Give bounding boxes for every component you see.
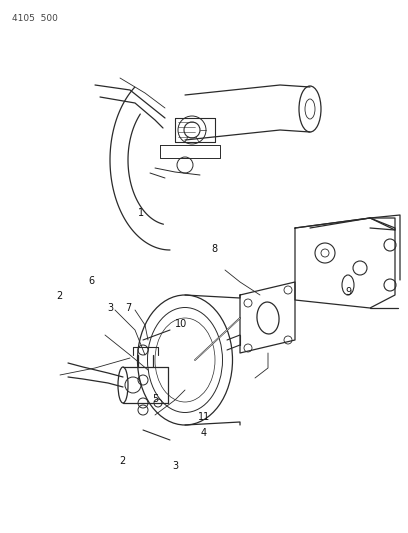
Text: 3: 3 <box>107 303 113 312</box>
Text: 2: 2 <box>119 456 126 466</box>
Text: 8: 8 <box>211 245 217 254</box>
Text: 4105  500: 4105 500 <box>12 14 58 23</box>
Text: 9: 9 <box>346 287 352 297</box>
Text: 2: 2 <box>56 291 62 301</box>
Text: 11: 11 <box>198 413 210 422</box>
Text: 3: 3 <box>172 462 179 471</box>
Text: 4: 4 <box>201 429 207 438</box>
Text: 6: 6 <box>89 276 95 286</box>
Text: 5: 5 <box>152 394 158 403</box>
Text: 1: 1 <box>137 208 144 218</box>
Text: 10: 10 <box>175 319 188 329</box>
Text: 7: 7 <box>125 303 132 312</box>
